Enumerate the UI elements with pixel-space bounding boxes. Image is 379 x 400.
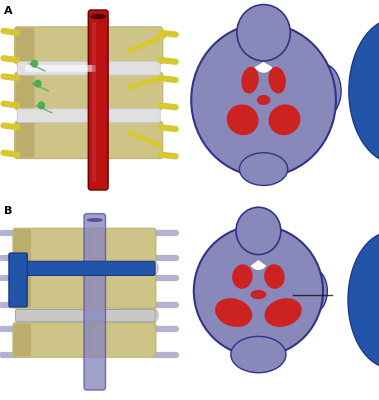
Ellipse shape — [265, 298, 302, 327]
Ellipse shape — [86, 218, 103, 222]
FancyBboxPatch shape — [92, 72, 163, 110]
Ellipse shape — [110, 254, 158, 283]
FancyBboxPatch shape — [13, 228, 91, 263]
FancyBboxPatch shape — [9, 253, 27, 307]
FancyBboxPatch shape — [14, 324, 31, 356]
Ellipse shape — [269, 104, 301, 135]
FancyBboxPatch shape — [16, 28, 34, 63]
Wedge shape — [255, 62, 273, 73]
Ellipse shape — [296, 268, 327, 314]
FancyBboxPatch shape — [92, 121, 163, 159]
Ellipse shape — [303, 64, 341, 118]
FancyBboxPatch shape — [17, 109, 160, 122]
Circle shape — [236, 207, 281, 254]
Text: B: B — [4, 206, 12, 216]
Ellipse shape — [240, 153, 288, 186]
FancyBboxPatch shape — [16, 261, 155, 276]
FancyBboxPatch shape — [17, 62, 160, 75]
Circle shape — [38, 102, 44, 109]
Ellipse shape — [232, 264, 253, 289]
Ellipse shape — [264, 264, 285, 289]
Ellipse shape — [215, 298, 252, 327]
FancyBboxPatch shape — [84, 214, 105, 390]
FancyBboxPatch shape — [14, 229, 31, 262]
Circle shape — [237, 4, 290, 61]
FancyBboxPatch shape — [25, 65, 96, 72]
FancyBboxPatch shape — [88, 10, 108, 190]
FancyBboxPatch shape — [15, 72, 94, 110]
FancyBboxPatch shape — [13, 274, 91, 308]
Ellipse shape — [257, 95, 270, 105]
FancyBboxPatch shape — [16, 310, 155, 322]
Circle shape — [191, 24, 336, 176]
Circle shape — [35, 80, 41, 87]
FancyBboxPatch shape — [15, 27, 94, 64]
FancyBboxPatch shape — [92, 27, 163, 64]
Ellipse shape — [241, 67, 259, 94]
Ellipse shape — [91, 14, 105, 19]
FancyBboxPatch shape — [89, 323, 156, 357]
Ellipse shape — [231, 336, 286, 373]
FancyBboxPatch shape — [89, 274, 156, 308]
FancyBboxPatch shape — [14, 274, 31, 307]
FancyBboxPatch shape — [89, 228, 156, 263]
FancyBboxPatch shape — [16, 122, 34, 158]
Ellipse shape — [194, 226, 323, 356]
FancyBboxPatch shape — [15, 121, 94, 159]
Ellipse shape — [268, 67, 286, 94]
Ellipse shape — [110, 301, 158, 330]
Ellipse shape — [348, 232, 379, 368]
Wedge shape — [251, 260, 266, 270]
Ellipse shape — [227, 104, 258, 135]
Circle shape — [31, 60, 38, 67]
Ellipse shape — [251, 290, 266, 299]
Text: A: A — [4, 6, 13, 16]
FancyBboxPatch shape — [13, 323, 91, 357]
Ellipse shape — [349, 18, 379, 164]
Bar — [92, 22, 96, 182]
FancyBboxPatch shape — [16, 73, 34, 109]
